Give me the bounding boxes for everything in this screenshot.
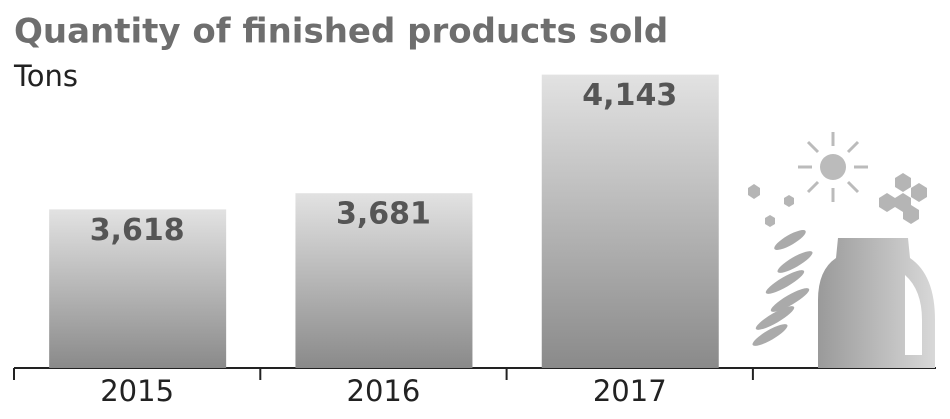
value-label: 3,681 <box>336 197 431 232</box>
x-tick-label: 2017 <box>593 374 667 408</box>
x-tick-label: 2016 <box>347 374 421 408</box>
value-label: 4,143 <box>582 78 677 113</box>
illustration <box>748 132 935 368</box>
bar <box>295 193 473 368</box>
x-tick-label: 2015 <box>100 374 174 408</box>
chart-title: Quantity of finished products sold <box>14 12 668 52</box>
value-label: 3,618 <box>90 213 185 248</box>
bar <box>541 74 719 368</box>
chart-subtitle: Tons <box>13 59 78 93</box>
bar <box>49 209 227 368</box>
